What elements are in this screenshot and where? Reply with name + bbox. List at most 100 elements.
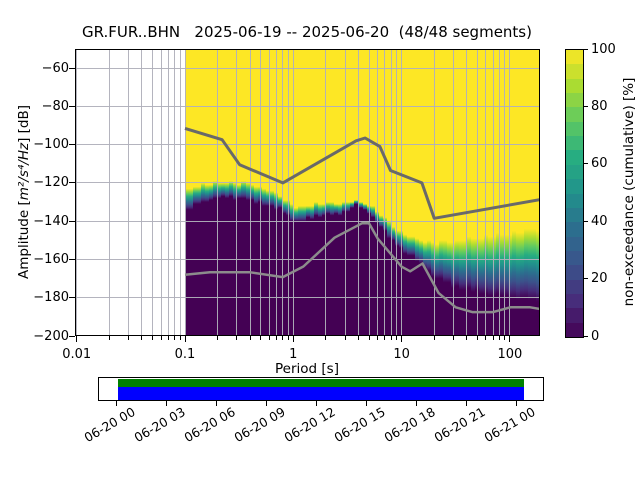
heatmap-column xyxy=(491,49,496,336)
gridline-vertical xyxy=(368,49,370,336)
gridline-vertical xyxy=(492,49,494,336)
heatmap-column xyxy=(209,49,214,336)
noise-model-lines xyxy=(184,126,540,314)
heatmap-column xyxy=(189,49,194,336)
heatmap-column xyxy=(338,49,343,336)
x-axis-tick xyxy=(167,336,169,340)
date-tick-label: 06-20 06 xyxy=(181,404,238,446)
x-axis-tick xyxy=(236,336,238,340)
date-tick xyxy=(466,401,467,406)
colorbar-tick xyxy=(584,105,588,107)
x-axis-tick xyxy=(492,336,494,340)
heatmap-column xyxy=(354,49,359,336)
heatmap-column xyxy=(314,49,319,336)
x-axis-tick xyxy=(292,336,294,342)
gridline-vertical xyxy=(141,49,143,336)
gridline-vertical xyxy=(76,49,78,336)
x-axis-tick xyxy=(151,336,153,340)
y-axis-tick xyxy=(69,105,75,107)
gridline-vertical xyxy=(151,49,153,336)
heatmap-column xyxy=(257,49,263,336)
x-axis-tick xyxy=(498,336,500,340)
x-axis-tick xyxy=(217,336,219,340)
colorbar-band xyxy=(566,250,583,266)
x-axis-tick xyxy=(396,336,398,340)
x-tick-label: 1 xyxy=(289,347,298,362)
date-tick-label: 06-20 21 xyxy=(431,404,488,446)
heatmap-column xyxy=(241,49,246,336)
heatmap-column xyxy=(523,49,529,336)
colorbar-tick xyxy=(584,278,588,280)
heatmap-column xyxy=(253,49,258,336)
heatmap-column xyxy=(402,49,408,336)
nhnm-line xyxy=(184,126,540,220)
x-tick-label: 0.01 xyxy=(62,347,92,362)
heatmap-column xyxy=(418,49,424,336)
date-tick xyxy=(366,401,367,406)
date-tick xyxy=(316,401,317,406)
heatmap-column xyxy=(398,49,404,336)
heatmap-column xyxy=(374,49,380,336)
heatmap-column xyxy=(390,49,396,336)
gridline-vertical xyxy=(466,49,468,336)
heatmap-column xyxy=(346,49,351,336)
x-axis-tick xyxy=(476,336,478,340)
heatmap-column xyxy=(443,49,448,336)
x-axis-tick xyxy=(358,336,359,340)
heatmap-column xyxy=(213,49,218,336)
gridline-vertical xyxy=(127,49,129,336)
plot-title: GR.FUR..BHN 2025-06-19 -- 2025-06-20 (48… xyxy=(82,23,532,41)
colorbar-tick xyxy=(584,220,588,222)
colorbar-label: non-exceedance (cumulative) [%] xyxy=(621,77,637,307)
x-tick-label: 100 xyxy=(497,347,523,362)
heatmap-column xyxy=(326,49,331,336)
x-axis-tick xyxy=(160,336,162,340)
gridline-vertical xyxy=(452,49,454,336)
heatmap-column xyxy=(427,49,432,336)
gridline-vertical xyxy=(217,49,219,336)
heatmap-column xyxy=(358,49,363,336)
heatmap-column xyxy=(531,49,537,336)
heatmap-column xyxy=(205,49,210,336)
x-axis-tick xyxy=(384,336,386,340)
colorbar-tick xyxy=(584,163,588,165)
gridline-vertical xyxy=(384,49,386,336)
x-axis-tick xyxy=(268,336,270,340)
coverage-timeline xyxy=(98,377,544,401)
colorbar-tick xyxy=(584,48,588,50)
x-tick-label: 0.1 xyxy=(174,347,196,362)
colorbar-band xyxy=(566,308,583,324)
heatmap-column xyxy=(471,49,476,336)
date-tick-label: 06-20 00 xyxy=(81,404,138,446)
colorbar-band xyxy=(566,93,583,108)
colorbar xyxy=(565,49,584,338)
gridline-horizontal xyxy=(75,220,540,222)
heatmap-column xyxy=(265,49,271,336)
date-tick xyxy=(116,401,117,406)
heatmap-column xyxy=(229,49,234,336)
y-axis-tick xyxy=(69,335,75,337)
heatmap-column xyxy=(237,49,242,336)
heatmap-column xyxy=(499,49,505,336)
heatmap-column xyxy=(273,49,279,336)
gridline-vertical xyxy=(485,49,487,336)
date-tick xyxy=(516,401,517,406)
date-tick-label: 06-20 15 xyxy=(331,404,388,446)
y-tick-label: −100 xyxy=(33,137,69,153)
heatmap-column xyxy=(269,49,275,336)
heatmap-column xyxy=(410,49,416,336)
heatmap-column xyxy=(511,49,517,336)
x-axis-tick xyxy=(108,336,110,340)
heatmap-column xyxy=(217,49,222,336)
colorbar-tick-label: 80 xyxy=(591,98,608,114)
date-tick xyxy=(216,401,217,406)
colorbar-band xyxy=(566,50,583,65)
date-tick-label: 06-20 18 xyxy=(381,404,438,446)
x-axis-tick xyxy=(325,336,327,340)
date-tick-label: 06-20 03 xyxy=(131,404,188,446)
x-axis-tick xyxy=(282,336,284,340)
gridline-vertical xyxy=(276,49,277,336)
gridline-horizontal xyxy=(75,105,540,107)
colorbar-band xyxy=(566,322,583,338)
